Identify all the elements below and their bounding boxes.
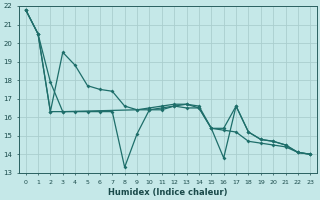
- X-axis label: Humidex (Indice chaleur): Humidex (Indice chaleur): [108, 188, 228, 197]
